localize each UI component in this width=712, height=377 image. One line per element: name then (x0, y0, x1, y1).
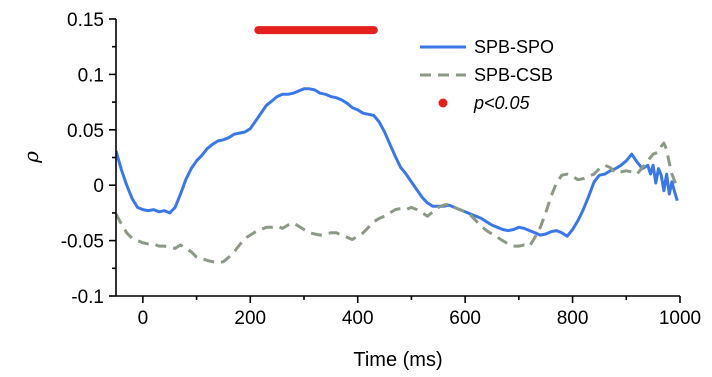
legend-label-spb-spo: SPB-SPO (474, 37, 554, 57)
y-ticks: -0.1 -0.05 0 0.05 0.1 0.15 (61, 10, 116, 308)
y-tick-label: 0 (93, 176, 104, 197)
x-tick-label: 1000 (659, 308, 701, 329)
y-tick-label: 0.1 (78, 65, 104, 86)
legend-label-significance: p<0.05 (473, 93, 531, 113)
x-tick-label: 200 (234, 308, 266, 329)
legend: SPB-SPO SPB-CSB p<0.05 (420, 37, 554, 113)
series-layer (116, 87, 679, 265)
x-tick-label: 600 (449, 308, 481, 329)
y-tick-label: -0.1 (71, 287, 104, 308)
x-axis-title: Time (ms) (353, 349, 442, 371)
legend-swatch-significance (438, 98, 448, 108)
x-tick-label: 800 (557, 308, 589, 329)
legend-label-spb-csb: SPB-CSB (474, 65, 553, 85)
x-tick-label: 400 (342, 308, 374, 329)
x-ticks: 0 200 400 600 800 1000 (138, 296, 701, 329)
x-tick-label: 0 (138, 308, 149, 329)
series-line-spb-csb (116, 141, 679, 265)
y-tick-label: -0.05 (61, 232, 104, 253)
y-tick-label: 0.15 (67, 10, 104, 31)
plot-area: 0 200 400 600 800 1000 -0.1 -0.05 0 0.05 0.1 0.15 (61, 10, 701, 329)
y-tick-label: 0.05 (67, 121, 104, 142)
series-line-spb-spo (116, 87, 679, 238)
y-axis-title: ρ (19, 151, 43, 164)
